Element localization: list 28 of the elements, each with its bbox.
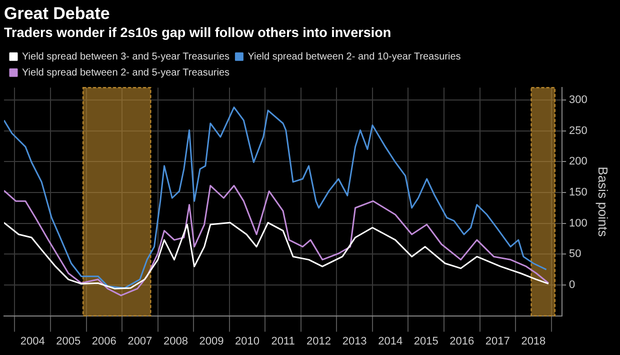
x-tick-label: 2017 xyxy=(485,335,510,348)
x-tick-label: 2014 xyxy=(378,335,403,348)
y-tick-label: 50 xyxy=(569,248,582,260)
x-tick-label: 2008 xyxy=(163,335,188,348)
x-tick-label: 2006 xyxy=(92,335,116,348)
x-tick-label: 2012 xyxy=(306,335,332,348)
x-tick-label: 2010 xyxy=(235,335,260,348)
y-tick-label: 100 xyxy=(569,217,588,230)
x-tick-label: 2015 xyxy=(414,335,438,348)
legend-label: Yield spread between 3- and 5-year Treasuries xyxy=(22,51,230,62)
x-tick-label: 2009 xyxy=(199,335,224,348)
legend-label: Yield spread between 2- and 10-year Treasuries xyxy=(248,51,461,62)
y-tick-label: 200 xyxy=(569,156,588,168)
chart-title: Great Debate xyxy=(4,4,110,23)
y-tick-label: 0 xyxy=(569,278,576,291)
y-axis-title: Basis points xyxy=(596,166,611,238)
x-tick-label: 2004 xyxy=(20,335,45,348)
y-tick-label: 150 xyxy=(569,186,588,198)
chart-subtitle: Traders wonder if 2s10s gap will follow others into inversion xyxy=(4,25,392,40)
legend-label: Yield spread between 2- and 5-year Treasuries xyxy=(22,67,230,78)
x-tick-label: 2016 xyxy=(450,335,474,348)
x-tick-label: 2018 xyxy=(521,335,546,348)
y-tick-label: 300 xyxy=(569,94,588,106)
x-tick-label: 2011 xyxy=(271,335,295,348)
x-tick-label: 2005 xyxy=(56,335,81,348)
y-tick-label: 250 xyxy=(569,124,588,137)
x-tick-label: 2013 xyxy=(342,335,367,348)
x-tick-label: 2007 xyxy=(128,335,152,348)
